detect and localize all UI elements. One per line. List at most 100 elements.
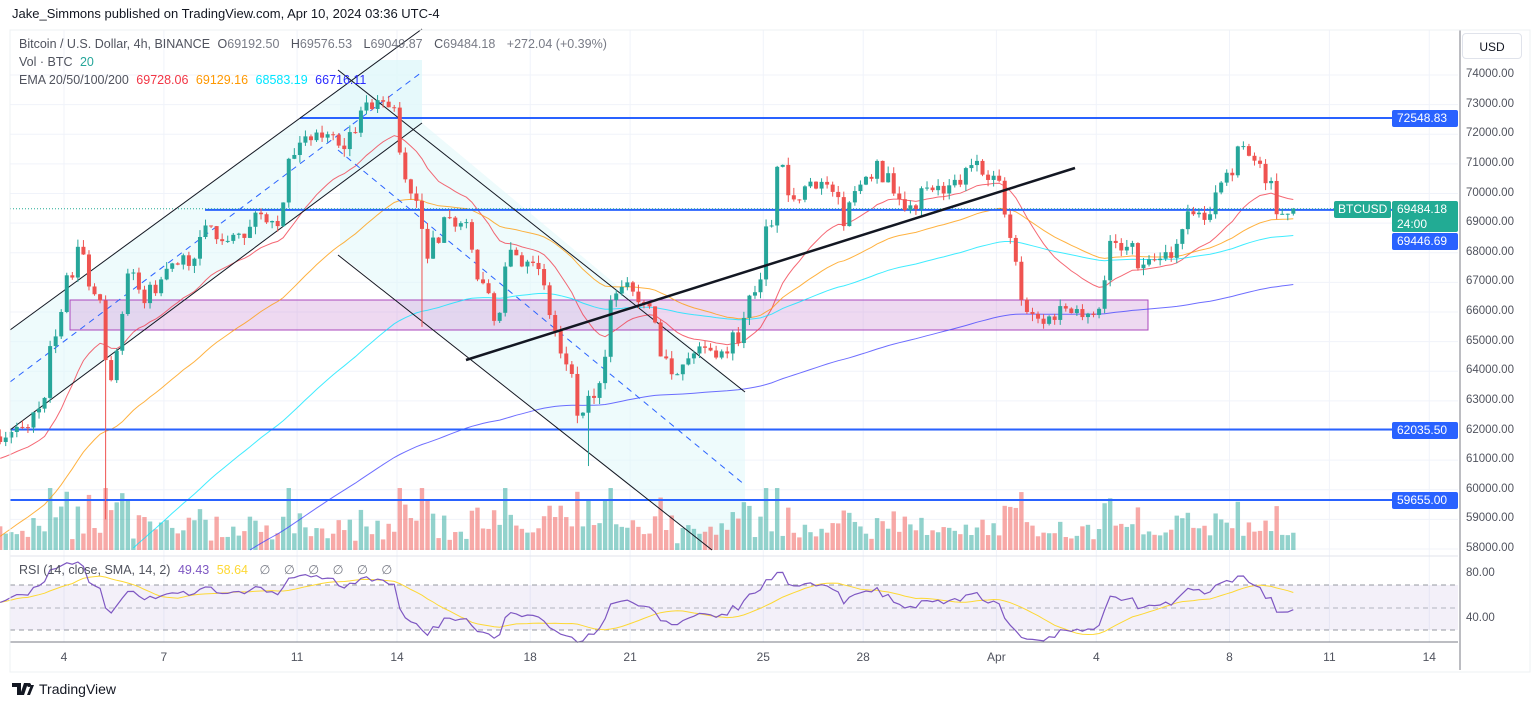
candle-body: [736, 332, 741, 344]
candle-body: [486, 283, 491, 294]
volume-bar: [913, 530, 919, 550]
descending-channel-lower[interactable]: [337, 254, 713, 551]
volume-bar: [1041, 532, 1046, 550]
candle: [458, 221, 463, 231]
candle: [9, 429, 14, 444]
candle-body: [530, 261, 535, 263]
support-trendline[interactable]: [465, 166, 1076, 362]
candle: [1263, 159, 1268, 191]
candle-body: [741, 317, 746, 344]
volume-bar: [403, 504, 408, 550]
candle: [1041, 314, 1046, 329]
volume-bar: [364, 526, 369, 550]
volume-bar: [824, 532, 830, 550]
candle: [825, 176, 830, 189]
candle: [886, 166, 891, 183]
tradingview-logo[interactable]: TradingView: [12, 681, 116, 697]
candle: [75, 239, 80, 282]
volume-bar: [1180, 518, 1185, 550]
low-value: 69049.87: [370, 37, 423, 51]
candle: [1135, 242, 1140, 271]
volume-bar: [375, 520, 380, 550]
candle-body: [1108, 240, 1113, 281]
candle: [1058, 299, 1063, 325]
volume-bar: [558, 505, 563, 550]
candle-body: [148, 284, 153, 304]
candle-body: [825, 181, 830, 185]
candle: [492, 291, 497, 326]
candle-body: [1246, 146, 1251, 156]
volume-bar: [980, 519, 985, 550]
volume-bar: [1246, 522, 1252, 550]
candle: [880, 160, 885, 183]
candle-body: [1008, 214, 1013, 238]
candle-body: [159, 279, 164, 294]
candle: [1252, 152, 1257, 166]
date-axis-label: 14: [1422, 650, 1436, 664]
volume-bar: [691, 528, 697, 550]
volume-bar: [147, 521, 153, 550]
candle-body: [120, 313, 125, 351]
volume-bar: [219, 537, 225, 550]
candle: [625, 277, 630, 291]
volume-bar: [1002, 505, 1007, 550]
candle-body: [347, 132, 352, 150]
ema-legend[interactable]: EMA 20/50/100/200 69728.06 69129.16 6858…: [19, 73, 370, 87]
candle-body: [331, 134, 336, 136]
candle: [1219, 181, 1224, 195]
volume-bar: [996, 535, 1002, 550]
candle-body: [469, 222, 474, 250]
volume-bar: [1257, 530, 1263, 550]
candle-body: [569, 364, 574, 374]
candle: [308, 134, 313, 146]
candle: [142, 285, 147, 309]
volume-bar: [530, 532, 536, 550]
volume-bar: [985, 535, 991, 550]
rsi-axis-label-40: 40.00: [1466, 612, 1495, 624]
candle: [858, 180, 863, 195]
candle: [0, 429, 3, 445]
candle: [1163, 244, 1168, 262]
volume-bar: [158, 522, 164, 550]
candle-body: [1169, 252, 1174, 258]
rsi-legend[interactable]: RSI (14, close, SMA, 14, 2) 49.43 58.64 …: [19, 562, 396, 577]
volume-bar: [830, 523, 835, 550]
candle-body: [37, 408, 42, 413]
candle: [703, 341, 708, 354]
volume-bar: [586, 499, 591, 550]
candle-body: [1174, 243, 1179, 258]
candle-body: [786, 164, 791, 196]
volume-bar: [1030, 525, 1035, 550]
candle: [775, 165, 780, 233]
candle: [1108, 235, 1113, 287]
candle: [114, 348, 119, 383]
candle: [797, 199, 802, 204]
level-tag-72548: 72548.83: [1392, 110, 1458, 127]
high-item: H69576.53: [291, 37, 356, 51]
volume-legend[interactable]: Vol · BTC 20: [19, 55, 98, 69]
candle-body: [747, 295, 752, 318]
candle-body: [536, 262, 541, 270]
volume-bar: [1008, 506, 1013, 550]
descending-channel-upper[interactable]: [337, 69, 746, 393]
candle-body: [1280, 213, 1285, 215]
candle: [691, 350, 696, 364]
candle-body: [86, 254, 91, 287]
symbol-title[interactable]: Bitcoin / U.S. Dollar, 4h, BINANCE: [19, 37, 211, 51]
volume-bar: [935, 532, 941, 550]
ascending-channel-lower[interactable]: [9, 122, 423, 431]
candle-body: [442, 217, 447, 243]
ascending-channel-upper[interactable]: [9, 28, 423, 331]
candle: [1280, 208, 1285, 215]
volume-bar: [486, 528, 491, 550]
volume-bar: [974, 527, 980, 550]
candle: [253, 211, 258, 235]
candle-body: [880, 160, 885, 183]
volume-bar: [42, 531, 47, 550]
volume-bar: [958, 534, 963, 550]
candle: [153, 280, 158, 296]
currency-button[interactable]: USD: [1462, 33, 1522, 59]
candle: [769, 219, 774, 228]
candle-body: [308, 136, 313, 141]
